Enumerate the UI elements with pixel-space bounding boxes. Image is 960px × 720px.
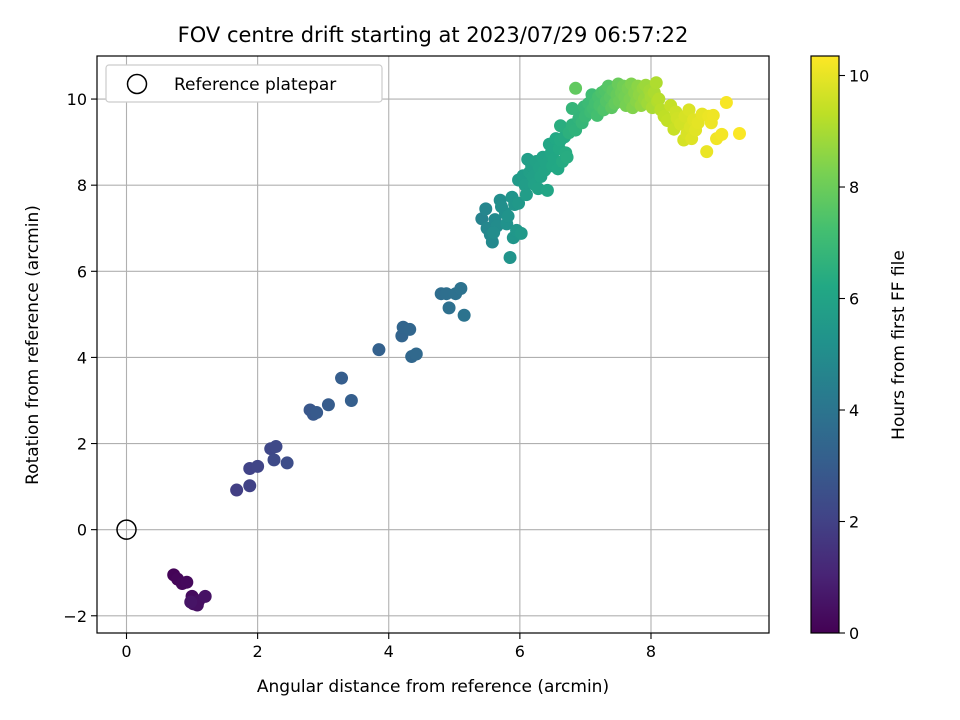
data-point [732,127,746,141]
data-point [475,212,489,226]
y-tick-label: 4 [77,348,87,367]
chart-title: FOV centre drift starting at 2023/07/29 … [178,23,689,47]
x-tick-label: 6 [515,642,525,661]
data-point [321,398,335,412]
y-tick-label: 2 [77,435,87,454]
y-axis-label: Rotation from reference (arcmin) [23,205,43,485]
data-point [487,226,501,240]
data-point [243,479,257,493]
colorbar-tick-label: 10 [849,67,869,86]
data-point [700,145,714,159]
data-point [310,406,324,420]
legend-entry-label: Reference platepar [174,75,336,95]
data-point [501,209,515,223]
y-tick-label: 6 [77,262,87,281]
y-tick-label: 10 [67,90,87,109]
data-point [457,308,471,322]
x-axis-label: Angular distance from reference (arcmin) [257,677,609,697]
data-point [280,456,294,470]
data-point [519,188,533,202]
data-point [335,371,349,385]
y-tick-label: 8 [77,176,87,195]
data-point [403,322,417,336]
data-point [344,393,358,407]
x-tick-label: 0 [121,642,131,661]
x-axis: 0 2 4 6 8 [121,633,656,661]
colorbar: 0 2 4 6 8 10 Hours from first FF file [810,55,909,643]
data-point [540,183,554,197]
data-point [706,108,720,122]
data-point [442,301,456,315]
legend-box [105,64,383,103]
legend-marker-icon [126,73,148,95]
data-point [454,282,468,296]
reference-marker [116,519,137,540]
data-point [682,103,696,117]
data-point [569,81,583,95]
data-point [230,483,244,497]
colorbar-tick-label: 0 [849,624,859,643]
data-point [514,226,528,240]
plot-area [96,55,770,634]
data-point [649,76,663,90]
colorbar-gradient [810,55,840,634]
data-point [503,251,517,265]
data-point [719,96,733,110]
legend: Reference platepar [105,64,383,103]
x-tick-label: 2 [253,642,263,661]
data-point [180,575,194,589]
colorbar-tick-label: 6 [849,290,859,309]
data-point [409,347,423,361]
colorbar-tick-label: 2 [849,513,859,532]
y-tick-label: 0 [77,521,87,540]
y-axis: −2 0 2 4 6 8 10 [63,90,97,626]
data-point [269,440,283,454]
plot-background [97,56,769,633]
data-point [715,127,729,141]
data-point [198,589,212,603]
data-point [184,595,198,609]
plot-frame [96,55,770,634]
data-point [251,459,265,473]
data-point [560,150,574,164]
colorbar-tick-label: 8 [849,178,859,197]
data-point [372,343,386,357]
data-point [485,235,499,249]
data-point [565,102,579,116]
x-tick-label: 4 [384,642,394,661]
data-point [652,92,666,106]
data-point [267,453,281,467]
data-point [512,196,526,210]
colorbar-tick-label: 4 [849,401,859,420]
colorbar-ticks: 0 2 4 6 8 10 [839,67,869,643]
data-point [439,287,453,301]
data-point [479,202,493,216]
x-tick-label: 8 [646,642,656,661]
colorbar-label: Hours from first FF file [889,250,909,440]
scatter-points [167,76,746,612]
y-tick-label: −2 [63,607,87,626]
